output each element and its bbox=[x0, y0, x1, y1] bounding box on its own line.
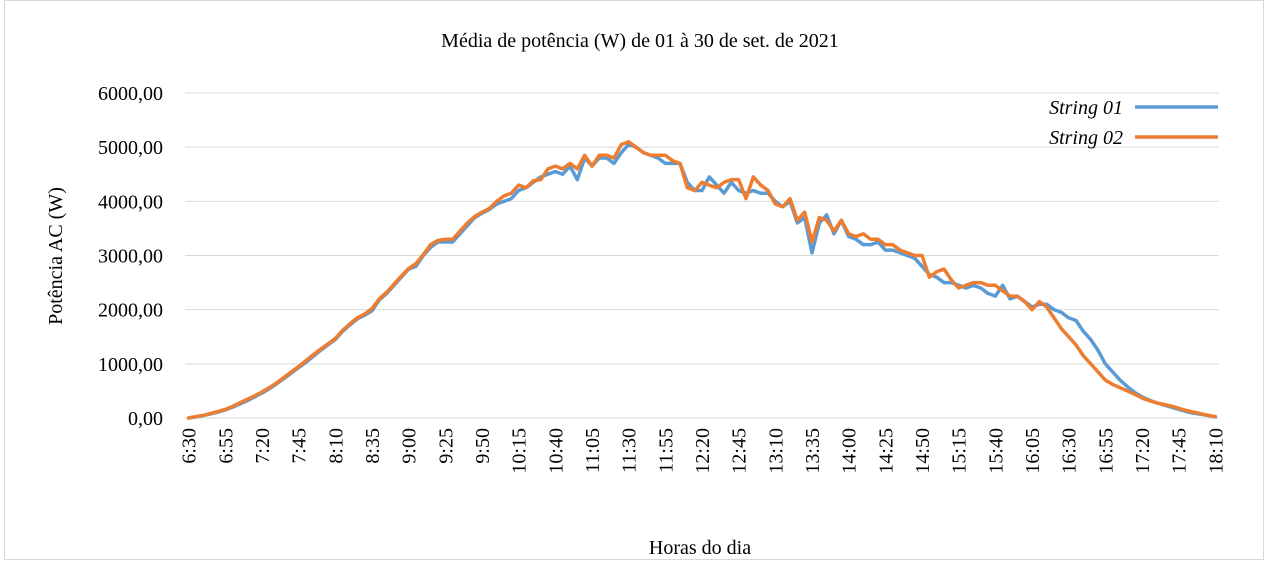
x-tick-label: 10:15 bbox=[509, 428, 531, 474]
x-tick-label: 12:20 bbox=[692, 428, 714, 474]
x-tick-label: 16:05 bbox=[1022, 428, 1044, 474]
chart-title: Média de potência (W) de 01 à 30 de set.… bbox=[441, 30, 839, 52]
x-tick-label: 14:50 bbox=[912, 428, 934, 474]
x-tick-label: 11:55 bbox=[655, 428, 677, 473]
x-tick-label: 7:20 bbox=[252, 428, 274, 464]
x-tick-label: 14:00 bbox=[839, 428, 861, 474]
x-tick-label: 6:30 bbox=[179, 428, 201, 464]
y-tick-label: 2000,00 bbox=[98, 300, 163, 322]
y-tick-label: 1000,00 bbox=[98, 354, 163, 376]
x-tick-label: 7:45 bbox=[289, 428, 311, 464]
y-tick-label: 0,00 bbox=[128, 408, 163, 430]
legend-label: String 01 bbox=[1049, 97, 1123, 119]
y-tick-label: 4000,00 bbox=[98, 191, 163, 213]
x-tick-label: 13:10 bbox=[765, 428, 787, 474]
x-tick-label: 13:35 bbox=[802, 428, 824, 474]
legend-label: String 02 bbox=[1049, 127, 1123, 149]
x-tick-label: 10:40 bbox=[545, 428, 567, 474]
x-tick-label: 17:20 bbox=[1132, 428, 1154, 474]
x-axis-title: Horas do dia bbox=[649, 537, 751, 559]
x-tick-label: 16:30 bbox=[1059, 428, 1081, 474]
y-axis-title: Potência AC (W) bbox=[45, 187, 67, 325]
y-tick-label: 5000,00 bbox=[98, 137, 163, 159]
x-tick-label: 8:10 bbox=[325, 428, 347, 464]
x-tick-label: 6:55 bbox=[215, 428, 237, 464]
x-tick-label: 18:10 bbox=[1205, 428, 1227, 474]
x-tick-label: 8:35 bbox=[362, 428, 384, 464]
chart-border bbox=[4, 0, 1264, 560]
x-tick-label: 9:50 bbox=[472, 428, 494, 464]
series-line bbox=[186, 140, 1218, 420]
x-tick-label: 15:15 bbox=[949, 428, 971, 474]
x-tick-label: 15:40 bbox=[985, 428, 1007, 474]
x-tick-label: 14:25 bbox=[875, 428, 897, 474]
x-tick-label: 9:25 bbox=[435, 428, 457, 464]
x-tick-label: 11:30 bbox=[619, 428, 641, 473]
y-tick-label: 3000,00 bbox=[98, 246, 163, 268]
x-tick-label: 12:45 bbox=[729, 428, 751, 474]
x-tick-label: 17:45 bbox=[1169, 428, 1191, 474]
y-tick-label: 6000,00 bbox=[98, 83, 163, 105]
x-tick-label: 11:05 bbox=[582, 428, 604, 473]
x-tick-label: 9:00 bbox=[399, 428, 421, 464]
x-tick-label: 16:55 bbox=[1095, 428, 1117, 474]
